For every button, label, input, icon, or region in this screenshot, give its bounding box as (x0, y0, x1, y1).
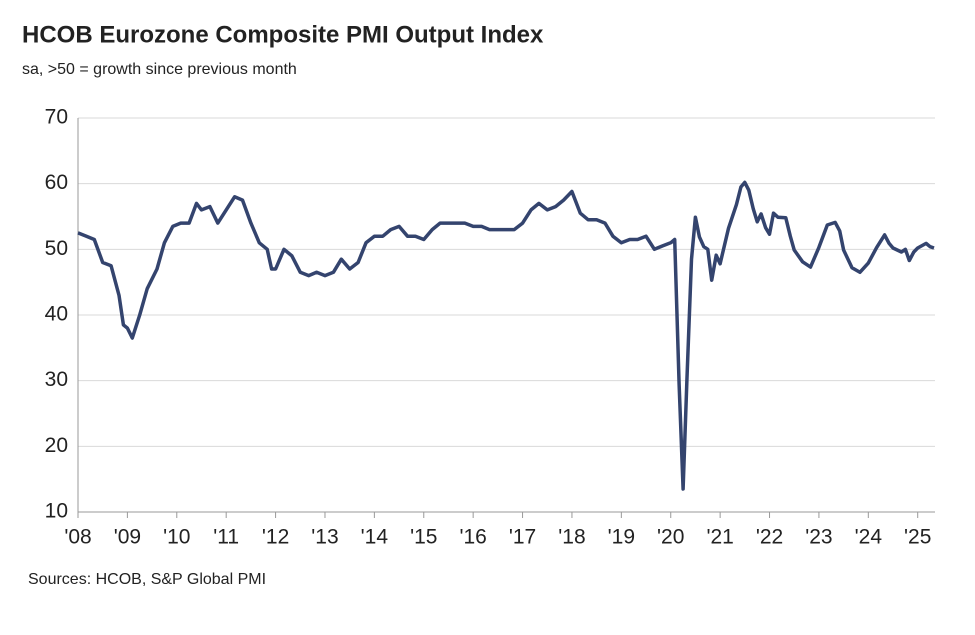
x-tick-label: '10 (163, 526, 190, 549)
x-tick-label: '08 (64, 526, 91, 549)
y-tick-label: 60 (45, 171, 68, 194)
x-tick-label: '16 (459, 526, 486, 549)
x-tick-label: '25 (904, 526, 931, 549)
y-tick-label: 10 (45, 500, 68, 523)
x-tick-label: '20 (657, 526, 684, 549)
x-tick-label: '22 (756, 526, 783, 549)
x-tick-label: '12 (262, 526, 289, 549)
x-tick-label: '09 (114, 526, 141, 549)
x-tick-label: '23 (805, 526, 832, 549)
y-tick-label: 50 (45, 237, 68, 260)
source-note: Sources: HCOB, S&P Global PMI (28, 571, 266, 588)
y-tick-label: 30 (45, 368, 68, 391)
x-tick-label: '11 (213, 526, 239, 549)
x-tick-label: '21 (706, 526, 733, 549)
x-tick-label: '24 (855, 526, 883, 549)
x-tick-label: '13 (311, 526, 338, 549)
x-tick-label: '18 (558, 526, 585, 549)
x-tick-label: '19 (608, 526, 635, 549)
data-line (77, 180, 935, 491)
x-tick-label: '17 (509, 526, 536, 549)
chart-subtitle: sa, >50 = growth since previous month (22, 61, 297, 78)
y-tick-label: 70 (45, 106, 68, 129)
y-tick-label: 20 (45, 434, 68, 457)
y-tick-label: 40 (45, 303, 68, 326)
x-tick-label: '14 (361, 526, 389, 549)
chart-title: HCOB Eurozone Composite PMI Output Index (22, 21, 544, 48)
x-tick-label: '15 (410, 526, 437, 549)
